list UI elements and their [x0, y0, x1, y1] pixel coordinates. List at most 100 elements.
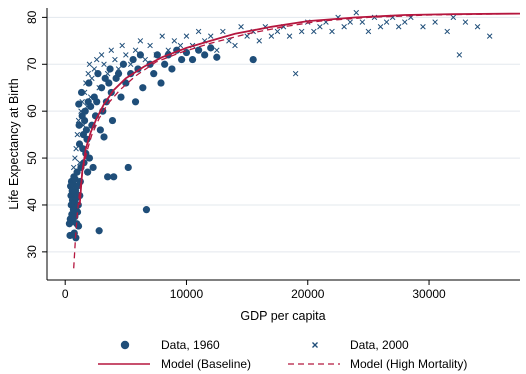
point-2000	[112, 56, 118, 63]
point-2000	[341, 24, 347, 30]
point-2000	[142, 56, 148, 63]
point-1960	[96, 126, 104, 134]
point-2000	[123, 52, 129, 58]
point-2000	[68, 178, 75, 185]
point-1960	[188, 55, 197, 64]
point-1960	[80, 116, 89, 125]
point-1960	[87, 102, 95, 111]
point-2000	[85, 70, 91, 77]
point-2000	[86, 61, 93, 68]
y-tick-label: 30	[25, 245, 39, 259]
point-2000	[420, 24, 426, 30]
point-2000	[195, 28, 202, 35]
gridlines	[47, 16, 520, 253]
point-1960	[150, 70, 158, 78]
point-1960	[153, 51, 161, 59]
point-2000	[165, 47, 172, 53]
point-2000	[268, 33, 275, 39]
x-tick-label: 20000	[291, 287, 325, 301]
point-1960	[75, 100, 83, 108]
point-1960	[249, 55, 257, 64]
point-1960	[97, 84, 106, 92]
point-2000	[96, 84, 102, 91]
point-1960	[93, 98, 101, 106]
point-2000	[220, 28, 226, 35]
x-tick-label: 0	[62, 287, 69, 301]
point-1960	[119, 60, 128, 68]
point-2000	[70, 164, 77, 171]
point-1960	[195, 46, 203, 54]
y-tick-label: 50	[25, 151, 39, 165]
point-2000	[98, 52, 105, 58]
axes	[46, 8, 520, 281]
point-2000	[456, 52, 463, 58]
point-2000	[147, 42, 153, 49]
point-1960	[157, 79, 165, 87]
point-1960	[142, 206, 151, 214]
point-2000	[311, 28, 317, 35]
tick-marks	[42, 16, 430, 285]
point-2000	[274, 28, 281, 35]
point-1960	[104, 173, 112, 181]
y-tick-label: 40	[25, 198, 39, 212]
point-2000	[89, 75, 95, 82]
legend: Data, 1960 Data, 2000 Model (Baseline) M…	[98, 338, 467, 371]
point-1960	[100, 133, 108, 141]
point-2000	[383, 19, 390, 25]
point-2000	[84, 103, 90, 110]
point-2000	[432, 19, 438, 25]
point-2000	[244, 33, 250, 39]
y-tick-label: 70	[25, 57, 39, 71]
point-1960	[73, 208, 82, 216]
point-1960	[124, 163, 132, 172]
point-1960	[168, 65, 176, 73]
point-1960	[94, 70, 102, 78]
point-2000	[444, 28, 450, 35]
point-2000	[80, 122, 87, 128]
point-2000	[93, 56, 100, 63]
point-2000	[69, 192, 76, 199]
point-2000	[377, 24, 384, 30]
point-2000	[207, 33, 214, 39]
model-lines	[73, 12, 521, 269]
point-2000	[104, 70, 111, 77]
point-2000	[108, 47, 115, 53]
point-1960	[201, 51, 209, 59]
point-1960	[182, 48, 191, 57]
point-2000	[232, 42, 238, 49]
point-2000	[256, 38, 262, 44]
point-2000	[353, 9, 360, 16]
legend-label-2000: Data, 2000	[350, 338, 409, 352]
point-2000	[75, 117, 82, 124]
point-2000	[87, 94, 94, 100]
x-axis-title: GDP per capita	[240, 309, 325, 323]
point-1960	[110, 173, 118, 181]
point-2000	[402, 19, 408, 25]
point-1960	[106, 65, 114, 73]
point-1960	[114, 70, 123, 78]
point-2000	[74, 131, 81, 138]
point-1960	[82, 126, 91, 134]
point-1960	[89, 163, 97, 172]
point-2000	[347, 19, 353, 25]
point-1960	[161, 60, 169, 68]
legend-label-1960: Data, 1960	[161, 338, 220, 352]
point-1960	[131, 98, 140, 106]
point-2000	[486, 33, 493, 39]
point-2000	[226, 38, 232, 44]
point-2000	[214, 47, 220, 53]
point-2000	[286, 33, 293, 39]
point-2000	[76, 160, 83, 166]
model-high-mortality-line	[73, 12, 521, 269]
point-2000	[395, 24, 402, 30]
point-1960	[136, 51, 144, 59]
legend-marker-2000	[312, 342, 318, 348]
point-2000	[73, 145, 79, 152]
point-2000	[171, 38, 178, 44]
point-2000	[81, 89, 88, 96]
point-2000	[72, 155, 78, 161]
point-2000	[292, 70, 299, 77]
point-2000	[119, 42, 125, 49]
point-2000	[177, 42, 184, 49]
x-tick-label: 10000	[170, 287, 204, 301]
